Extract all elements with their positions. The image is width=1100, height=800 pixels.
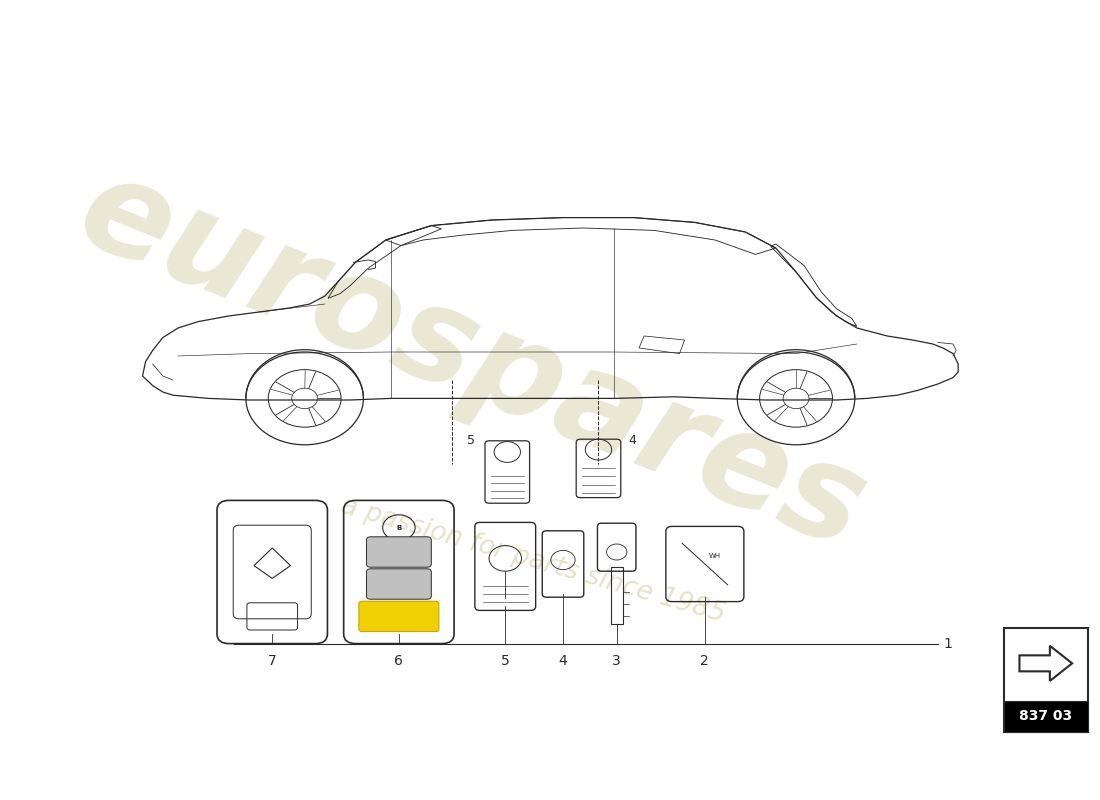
Text: 6: 6 <box>395 654 404 667</box>
Text: 4: 4 <box>559 654 568 667</box>
FancyBboxPatch shape <box>1003 628 1088 732</box>
Text: 3: 3 <box>613 654 621 667</box>
Text: a passion for parts since 1985: a passion for parts since 1985 <box>338 493 728 627</box>
Text: WH: WH <box>708 553 722 559</box>
Text: 2: 2 <box>701 654 710 667</box>
FancyBboxPatch shape <box>366 569 431 599</box>
Text: 4: 4 <box>629 434 637 446</box>
Text: B: B <box>396 525 402 530</box>
Text: 1: 1 <box>943 637 951 651</box>
Text: 5: 5 <box>500 654 509 667</box>
FancyBboxPatch shape <box>359 602 439 632</box>
Text: 837 03: 837 03 <box>1020 710 1072 723</box>
Text: eurospares: eurospares <box>62 145 882 575</box>
Text: 5: 5 <box>466 434 475 446</box>
Text: 7: 7 <box>268 654 276 667</box>
FancyBboxPatch shape <box>366 537 431 567</box>
FancyBboxPatch shape <box>1003 701 1088 732</box>
